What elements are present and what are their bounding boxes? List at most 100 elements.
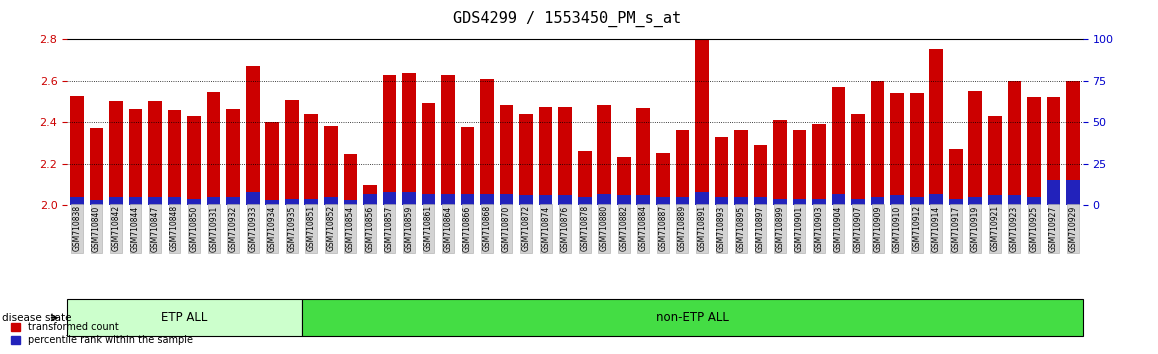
- Text: GSM710864: GSM710864: [444, 205, 453, 252]
- Text: GSM710935: GSM710935: [287, 205, 296, 252]
- Text: GSM710909: GSM710909: [873, 205, 882, 252]
- Bar: [188, 199, 201, 205]
- Text: GSM710840: GSM710840: [91, 205, 101, 252]
- Bar: [734, 131, 748, 205]
- Bar: [695, 36, 709, 205]
- Bar: [831, 194, 845, 205]
- Bar: [578, 197, 592, 205]
- Text: GSM710923: GSM710923: [1010, 205, 1019, 252]
- Bar: [402, 192, 416, 205]
- Text: GSM710844: GSM710844: [131, 205, 140, 252]
- Bar: [812, 199, 826, 205]
- Bar: [578, 151, 592, 205]
- Text: GSM710859: GSM710859: [404, 205, 413, 252]
- Bar: [831, 87, 845, 205]
- Bar: [1027, 97, 1041, 205]
- Bar: [324, 126, 338, 205]
- Text: GSM710884: GSM710884: [639, 205, 647, 251]
- Bar: [422, 194, 435, 205]
- Text: GSM710880: GSM710880: [600, 205, 609, 251]
- Bar: [754, 145, 768, 205]
- Text: GSM710874: GSM710874: [541, 205, 550, 252]
- Bar: [148, 101, 162, 205]
- Text: GSM710901: GSM710901: [796, 205, 804, 252]
- Bar: [774, 120, 786, 205]
- Bar: [948, 199, 962, 205]
- Text: GSM710861: GSM710861: [424, 205, 433, 251]
- Bar: [714, 137, 728, 205]
- Bar: [226, 197, 240, 205]
- Text: GSM710891: GSM710891: [697, 205, 706, 251]
- Text: non-ETP ALL: non-ETP ALL: [655, 311, 728, 324]
- Bar: [1007, 80, 1021, 205]
- Text: GSM710854: GSM710854: [346, 205, 354, 252]
- Text: GSM710889: GSM710889: [677, 205, 687, 251]
- Bar: [968, 91, 982, 205]
- Bar: [324, 197, 338, 205]
- Text: GSM710856: GSM710856: [366, 205, 374, 252]
- Bar: [851, 114, 865, 205]
- Text: GSM710897: GSM710897: [756, 205, 765, 252]
- Bar: [675, 197, 689, 205]
- Bar: [441, 194, 455, 205]
- Text: GSM710917: GSM710917: [951, 205, 960, 252]
- Text: GSM710847: GSM710847: [151, 205, 160, 252]
- Bar: [422, 103, 435, 205]
- Text: GSM710907: GSM710907: [853, 205, 863, 252]
- Bar: [344, 200, 357, 205]
- Bar: [245, 66, 259, 205]
- Bar: [71, 197, 83, 205]
- Text: GDS4299 / 1553450_PM_s_at: GDS4299 / 1553450_PM_s_at: [454, 11, 681, 27]
- Bar: [538, 107, 552, 205]
- Text: GSM710895: GSM710895: [736, 205, 746, 252]
- Text: GSM710848: GSM710848: [170, 205, 179, 251]
- Text: GSM710878: GSM710878: [580, 205, 589, 251]
- Bar: [988, 116, 1002, 205]
- Bar: [637, 108, 650, 205]
- Bar: [891, 195, 904, 205]
- Text: GSM710850: GSM710850: [190, 205, 199, 252]
- Bar: [695, 192, 709, 205]
- Bar: [245, 192, 259, 205]
- Bar: [461, 194, 475, 205]
- Bar: [109, 101, 123, 205]
- Bar: [305, 114, 318, 205]
- Text: ETP ALL: ETP ALL: [161, 311, 207, 324]
- Bar: [305, 199, 318, 205]
- Bar: [226, 109, 240, 205]
- Bar: [910, 197, 924, 205]
- Bar: [344, 154, 357, 205]
- Bar: [793, 199, 806, 205]
- Bar: [558, 107, 572, 205]
- Text: GSM710919: GSM710919: [970, 205, 980, 252]
- Bar: [89, 129, 103, 205]
- Text: GSM710933: GSM710933: [248, 205, 257, 252]
- Bar: [558, 195, 572, 205]
- Text: GSM710903: GSM710903: [814, 205, 823, 252]
- Bar: [71, 96, 83, 205]
- Bar: [301, 299, 1083, 336]
- Bar: [285, 100, 299, 205]
- Bar: [1047, 180, 1061, 205]
- Bar: [754, 197, 768, 205]
- Bar: [519, 195, 533, 205]
- Text: GSM710904: GSM710904: [834, 205, 843, 252]
- Bar: [519, 114, 533, 205]
- Bar: [207, 197, 220, 205]
- Text: GSM710929: GSM710929: [1069, 205, 1077, 252]
- Bar: [207, 92, 220, 205]
- Bar: [265, 200, 279, 205]
- Text: GSM710857: GSM710857: [384, 205, 394, 252]
- Text: GSM710852: GSM710852: [327, 205, 336, 251]
- Legend: transformed count, percentile rank within the sample: transformed count, percentile rank withi…: [7, 319, 197, 349]
- Text: GSM710912: GSM710912: [913, 205, 922, 251]
- Text: GSM710851: GSM710851: [307, 205, 316, 251]
- Bar: [265, 122, 279, 205]
- Bar: [382, 75, 396, 205]
- Bar: [793, 131, 806, 205]
- Bar: [481, 194, 494, 205]
- Bar: [402, 73, 416, 205]
- Bar: [714, 197, 728, 205]
- Text: GSM710925: GSM710925: [1029, 205, 1039, 252]
- Bar: [441, 75, 455, 205]
